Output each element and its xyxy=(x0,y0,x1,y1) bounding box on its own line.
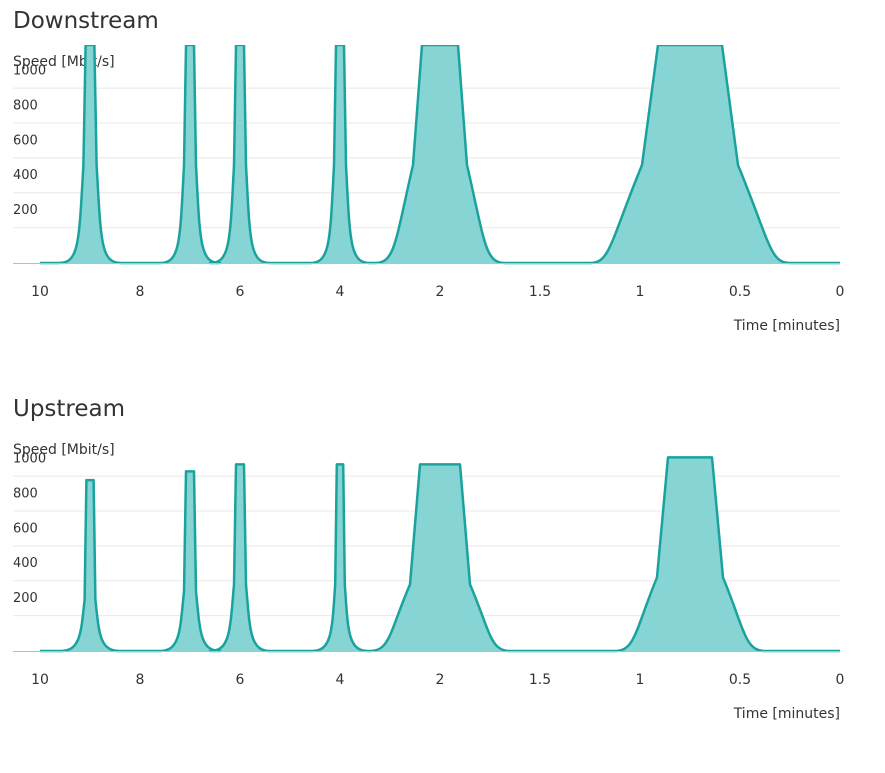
series-area xyxy=(40,457,840,651)
downstream-chart-panel: Downstream Speed [Mbit/s] Time [minutes]… xyxy=(0,0,885,385)
x-tick-label: 8 xyxy=(136,672,145,688)
x-tick-label: 0.5 xyxy=(729,284,751,300)
downstream-chart: 200 400 600 800 1000 10 8 6 4 2 1.5 1 0.5 0 xyxy=(13,45,845,300)
y-tick-label: 1000 xyxy=(13,64,46,79)
chart-title: Upstream xyxy=(13,396,126,422)
y-tick-label: 600 xyxy=(13,133,38,148)
x-tick-label: 1 xyxy=(636,284,645,300)
x-tick-label: 4 xyxy=(336,284,345,300)
series-line xyxy=(40,456,840,653)
x-axis-label: Time [minutes] xyxy=(733,318,840,334)
x-tick-label: 1.5 xyxy=(529,284,551,300)
x-tick-label: 1.5 xyxy=(529,672,551,688)
y-tick-label: 400 xyxy=(13,168,38,183)
y-tick-label: 400 xyxy=(13,556,38,571)
y-tick-label: 200 xyxy=(13,591,38,606)
x-tick-label: 1 xyxy=(636,672,645,688)
y-tick-label: 800 xyxy=(13,486,38,501)
x-tick-label: 10 xyxy=(31,284,49,300)
y-axis-label: Speed [Mbit/s] xyxy=(13,442,115,458)
y-tick-label: 600 xyxy=(13,521,38,536)
upstream-chart-panel: Upstream Speed [Mbit/s] Time [minutes] 2… xyxy=(0,388,885,773)
x-tick-label: 6 xyxy=(236,672,245,688)
x-axis-label: Time [minutes] xyxy=(733,706,840,722)
x-tick-label: 0 xyxy=(836,284,845,300)
upstream-chart: 200 400 600 800 1000 10 8 6 4 2 1.5 1 0.5 0 xyxy=(13,452,845,688)
y-tick-label: 1000 xyxy=(13,452,46,467)
x-tick-label: 0 xyxy=(836,672,845,688)
x-tick-label: 4 xyxy=(336,672,345,688)
x-tick-label: 2 xyxy=(436,672,445,688)
x-tick-label: 8 xyxy=(136,284,145,300)
x-tick-label: 2 xyxy=(436,284,445,300)
y-tick-label: 200 xyxy=(13,203,38,218)
y-tick-label: 800 xyxy=(13,98,38,113)
x-tick-label: 10 xyxy=(31,672,49,688)
series-area xyxy=(40,45,840,263)
x-tick-label: 6 xyxy=(236,284,245,300)
x-tick-label: 0.5 xyxy=(729,672,751,688)
chart-title: Downstream xyxy=(13,8,159,34)
